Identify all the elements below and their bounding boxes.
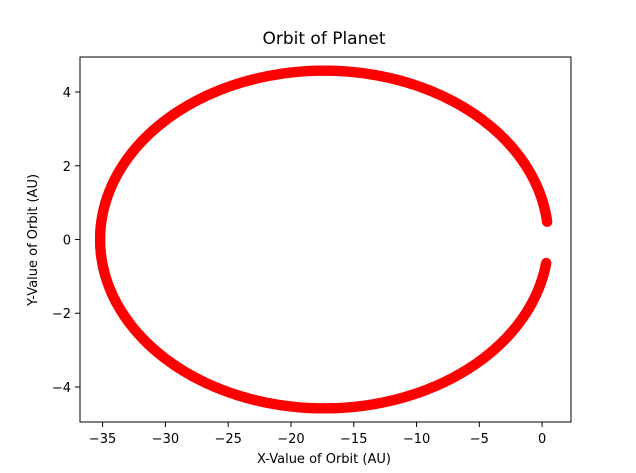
y-tick-label: −2: [52, 307, 71, 322]
x-tick-label: 0: [538, 432, 546, 447]
x-tick-label: −5: [470, 432, 489, 447]
x-tick-label: −25: [214, 432, 241, 447]
x-axis: −35 −30 −25 −20 −15 −10 −5 0: [89, 422, 546, 447]
x-tick-label: −10: [403, 432, 430, 447]
orbit-point: [541, 257, 552, 269]
x-tick-label: −35: [89, 432, 116, 447]
x-tick-label: −15: [340, 432, 367, 447]
x-tick-label: −30: [152, 432, 179, 447]
y-tick-label: −4: [52, 381, 71, 396]
y-axis: −4 −2 0 2 4: [52, 86, 80, 396]
x-axis-label: X-Value of Orbit (AU): [257, 452, 391, 467]
y-tick-label: 4: [63, 86, 71, 101]
plot-frame: [79, 56, 572, 423]
chart-title: Orbit of Planet: [262, 29, 385, 49]
x-tick-label: −20: [277, 432, 304, 447]
y-tick-label: 0: [63, 234, 71, 249]
y-axis-label: Y-Value of Orbit (AU): [26, 174, 41, 307]
orbit-series: [94, 65, 553, 414]
y-tick-label: 2: [63, 160, 71, 175]
